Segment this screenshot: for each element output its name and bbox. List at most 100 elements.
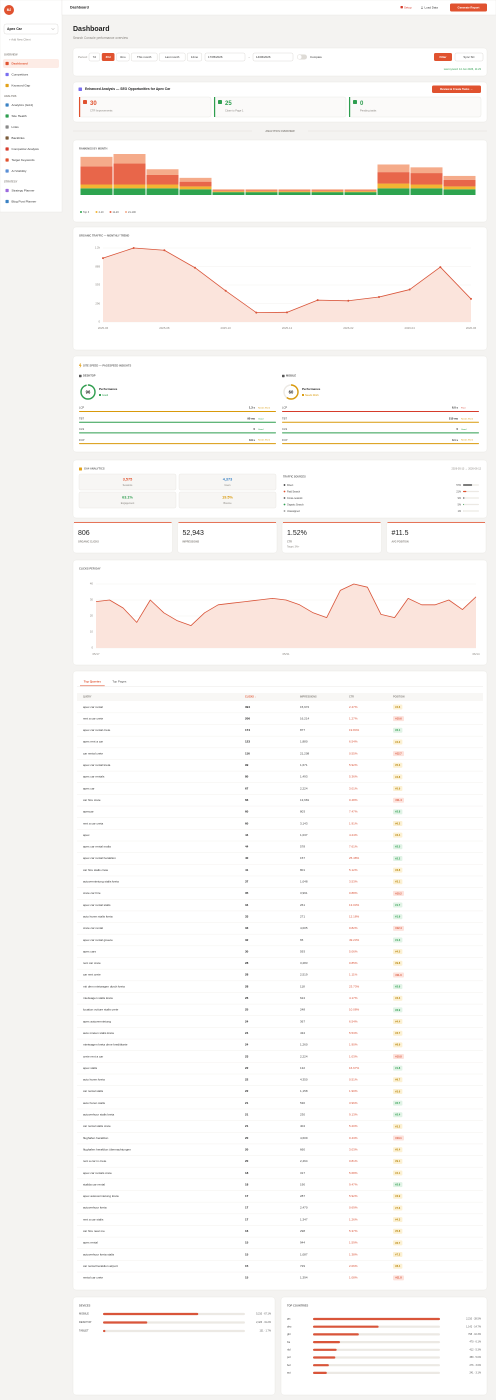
- opportunity-accent: [79, 97, 81, 117]
- nav-item[interactable]: Site Health: [12, 114, 27, 118]
- nav-item[interactable]: Strategy Planner: [12, 189, 35, 193]
- query-impressions: 132: [300, 1066, 305, 1070]
- position-badge: [393, 1147, 403, 1153]
- period-pill-label[interactable]: This month: [137, 55, 152, 59]
- ga4-stat-value: 4,373: [223, 478, 233, 482]
- table-tab[interactable]: Top Queries: [84, 679, 102, 683]
- query-position: #4.5: [395, 950, 401, 954]
- metric-status: Needs Work: [461, 439, 474, 442]
- report-button-label[interactable]: Generate Report: [458, 5, 480, 9]
- period-pill[interactable]: [186, 52, 202, 62]
- ga4-analytics: [72, 459, 488, 519]
- period-pill-label[interactable]: Last month: [165, 55, 180, 59]
- period-pill-label[interactable]: 12mo: [191, 55, 199, 59]
- position-badge: [393, 1135, 404, 1141]
- period-pill[interactable]: [101, 53, 115, 61]
- position-badge: [393, 902, 403, 908]
- position-badge: [393, 1158, 403, 1164]
- review-button-label[interactable]: Review & Create Tasks →: [440, 87, 473, 91]
- metric-name: FCP: [79, 438, 85, 442]
- sync-button-label[interactable]: Sync SC: [463, 55, 474, 59]
- opportunity-label: Pending tasks: [360, 109, 377, 113]
- nav-item[interactable]: Analytics (GA4): [12, 103, 34, 107]
- period-pill-label[interactable]: 7d: [93, 55, 97, 59]
- period-pill[interactable]: [88, 52, 101, 62]
- query-clicks: 24: [245, 1019, 249, 1023]
- add-client[interactable]: + Add New Client: [9, 38, 31, 42]
- period-pill-label[interactable]: 3mo: [120, 55, 126, 59]
- bar-segment: [410, 188, 443, 195]
- nav-item[interactable]: Blog Post Planner: [12, 200, 37, 204]
- source-percent: 57%: [456, 485, 461, 487]
- query-ctr: 1.91%: [349, 821, 358, 825]
- column-header[interactable]: CTR: [349, 696, 354, 699]
- source-track: [463, 497, 479, 499]
- client-select[interactable]: [3, 23, 59, 35]
- nav-item[interactable]: Target Keywords: [12, 158, 35, 162]
- query-ctr: 3.03%: [349, 1147, 358, 1151]
- nav-item[interactable]: Dashboard: [12, 62, 28, 66]
- bar-segment: [179, 186, 212, 190]
- kpi-value: #11.5: [392, 530, 409, 537]
- period-pill-label[interactable]: 30d: [106, 55, 111, 59]
- metric-name: TBT: [79, 416, 84, 420]
- query-text: car rental crete: [83, 751, 103, 755]
- legend-label: Top 3: [83, 211, 90, 214]
- query-ctr: 1.90%: [349, 1043, 358, 1047]
- review-button[interactable]: [432, 85, 481, 94]
- country-code: gbr: [287, 1332, 291, 1336]
- kpi-value: 1.52%: [287, 530, 307, 537]
- metric-value: 510 ms: [449, 416, 459, 420]
- column-header[interactable]: IMPRESSIONS: [300, 696, 317, 699]
- table-tab[interactable]: Top Pages: [112, 679, 127, 683]
- y-tick-label: 20: [90, 614, 94, 618]
- sync-button[interactable]: [454, 52, 484, 62]
- bar-segment: [311, 191, 344, 193]
- query-clicks: 41: [245, 868, 249, 872]
- period-pill[interactable]: [130, 52, 158, 62]
- query-clicks: 174: [245, 728, 250, 732]
- filter-button-label[interactable]: Filter: [439, 55, 447, 59]
- bar-segment: [410, 184, 443, 189]
- ga4-range: 2026-05-13 → 2026-06-12: [452, 468, 482, 471]
- position-badge: [393, 867, 403, 873]
- query-text: apex car: [83, 786, 95, 790]
- query-impressions: 298: [300, 1229, 305, 1233]
- query-text: mietwagen stalis kreta: [83, 996, 113, 1000]
- legend-swatch: [109, 211, 112, 213]
- period-pill[interactable]: [116, 52, 130, 62]
- nav-item[interactable]: Links: [12, 125, 20, 129]
- query-clicks: 394: [245, 705, 250, 709]
- date-to[interactable]: [252, 52, 294, 62]
- filter-button[interactable]: [434, 53, 452, 61]
- query-clicks: 206: [245, 716, 250, 720]
- date-from-value[interactable]: 17/05/2026: [208, 55, 223, 59]
- logo: [4, 5, 14, 15]
- query-position: #6.2: [395, 821, 401, 825]
- nav-item[interactable]: Competitors: [12, 73, 29, 77]
- query-ctr: 5.53%: [349, 1031, 358, 1035]
- nav-icon: [5, 199, 9, 204]
- report-button[interactable]: [450, 3, 487, 12]
- column-header[interactable]: CLICKS ↓: [245, 696, 256, 699]
- nav-item[interactable]: Keyword Gap: [12, 84, 31, 88]
- date-to-value[interactable]: 14/06/2026: [256, 55, 271, 59]
- nav-item[interactable]: Competitor Analysis: [12, 147, 40, 151]
- bar-segment: [278, 192, 311, 195]
- kpi-card: [386, 521, 487, 554]
- date-from[interactable]: [204, 52, 246, 62]
- kpi-note: Target: 3%+: [287, 546, 300, 549]
- setup-link[interactable]: Setup: [404, 5, 412, 9]
- nav-section-title: STRATEGY: [4, 181, 18, 184]
- period-pill[interactable]: [158, 52, 186, 62]
- y-tick-label: 1.2k: [95, 246, 101, 250]
- load-button[interactable]: Load Data: [425, 5, 439, 9]
- y-tick-label: 10: [90, 630, 94, 634]
- ga4-stat-label: Bounce: [223, 502, 232, 505]
- nav-item[interactable]: AI Visibility: [12, 169, 27, 173]
- nav-item[interactable]: Backlinks: [12, 136, 26, 140]
- column-header[interactable]: POSITION: [393, 696, 405, 699]
- kpi-accent: [178, 522, 276, 523]
